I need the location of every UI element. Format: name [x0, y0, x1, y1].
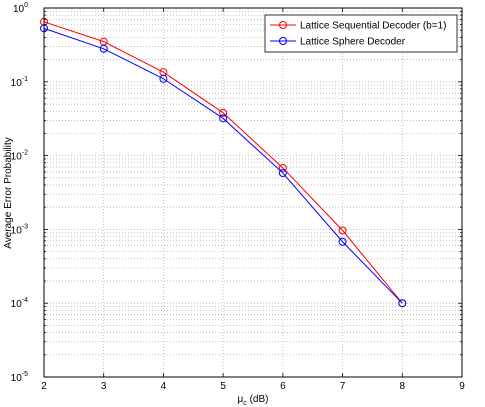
data-point [159, 74, 168, 83]
data-point [219, 108, 228, 117]
series-line [43, 21, 403, 304]
data-point [278, 169, 287, 178]
y-tick-label: 10-5 [11, 371, 28, 384]
legend: Lattice Sequential Decoder (b=1) Lattice… [264, 14, 458, 53]
data-point [99, 44, 108, 53]
x-tick-label: 7 [340, 381, 346, 392]
x-tick-label: 9 [459, 381, 465, 392]
data-point [219, 114, 228, 123]
x-tick-label: 6 [280, 381, 286, 392]
series-line [43, 27, 403, 304]
series-sphere-decoder [40, 24, 407, 308]
y-tick-label: 10-3 [11, 223, 28, 236]
legend-box [264, 14, 458, 53]
y-tick-label: 10-2 [11, 150, 28, 163]
x-tick-label: 8 [400, 381, 406, 392]
data-point [398, 299, 407, 308]
y-axis-label: Average Error Probability [3, 137, 14, 249]
legend-marker-sphere [279, 37, 287, 45]
x-axis-label: μc (dB) [238, 394, 269, 407]
tick-labels: 2 3 4 5 6 7 8 9 100 10-1 10-2 10-3 10-4 10-5 [11, 2, 466, 392]
x-axis-label-sub: c [243, 400, 247, 407]
series-layer [40, 17, 407, 308]
x-tick-label: 4 [161, 381, 167, 392]
legend-label-sphere: Lattice Sphere Decoder [300, 37, 406, 48]
grid [44, 8, 462, 377]
legend-marker-sequential [279, 21, 287, 29]
x-tick-label: 5 [220, 381, 226, 392]
x-axis-label-main: μ [238, 394, 244, 405]
x-tick-label: 3 [101, 381, 107, 392]
x-tick-label: 2 [41, 381, 47, 392]
data-point [338, 226, 347, 235]
x-axis-label-rest: (dB) [247, 394, 269, 405]
data-point [278, 163, 287, 172]
y-tick-label: 10-1 [11, 76, 28, 89]
plot-background [44, 8, 462, 377]
plot-frame [43, 7, 463, 378]
y-tick-label: 10-4 [11, 297, 28, 310]
data-point [338, 237, 347, 246]
legend-label-sequential: Lattice Sequential Decoder (b=1) [300, 21, 446, 32]
y-tick-label: 100 [13, 2, 28, 15]
